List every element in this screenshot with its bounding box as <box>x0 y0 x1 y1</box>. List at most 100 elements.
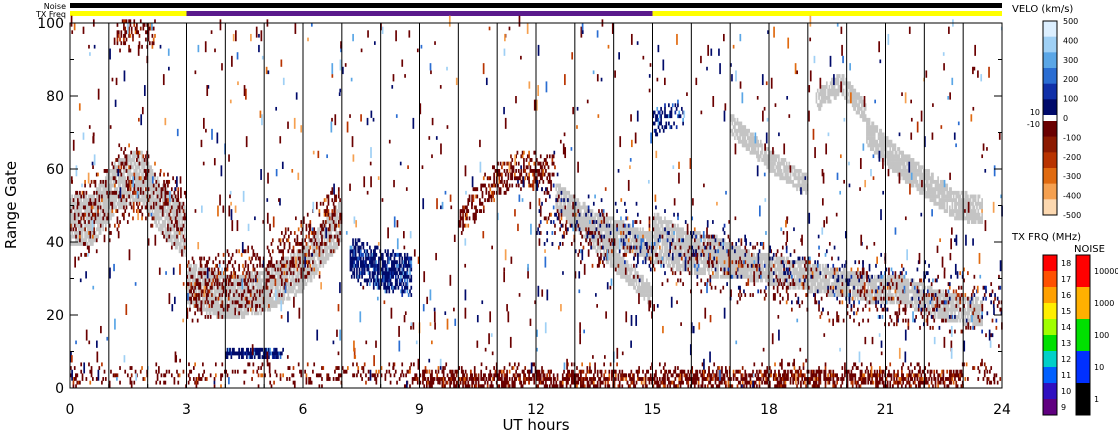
scatter-cell <box>653 216 656 221</box>
scatter-cell <box>141 194 143 199</box>
scatter-cell <box>674 223 677 228</box>
scatter-cell <box>844 278 846 283</box>
scatter-cell <box>765 260 767 265</box>
scatter-cell <box>639 234 642 239</box>
scatter-cell <box>239 289 242 294</box>
scatter-cell <box>869 293 872 297</box>
scatter-cell <box>666 249 669 254</box>
scatter-cell <box>229 300 231 305</box>
scatter-cell <box>655 238 657 243</box>
scatter-cell <box>143 201 146 206</box>
scatter-cell <box>687 252 690 257</box>
scatter-cell <box>261 304 264 308</box>
scatter-cell <box>208 296 211 301</box>
scatter-cell <box>835 271 837 276</box>
scatter-cell <box>586 227 589 232</box>
scatter-cell <box>266 300 269 305</box>
scatter-cell <box>212 293 215 297</box>
scatter-cell <box>106 183 108 188</box>
scatter-cell <box>221 296 224 301</box>
scatter-cell <box>652 242 655 246</box>
scatter-cell <box>85 242 88 246</box>
scatter-cell <box>942 311 945 316</box>
scatter-cell <box>857 285 859 290</box>
scatter-cell <box>561 209 564 213</box>
scatter-cell <box>868 296 871 301</box>
scatter-cell <box>910 300 912 305</box>
scatter-cell <box>189 274 191 279</box>
scatter-cell <box>897 274 899 279</box>
scatter-cell <box>226 315 229 319</box>
scatter-cell <box>724 260 727 265</box>
scatter-cell <box>235 282 238 286</box>
scatter-cell <box>677 227 679 232</box>
scatter-cell <box>129 194 132 199</box>
scatter-cell <box>257 285 260 290</box>
scatter-cell <box>618 252 621 257</box>
scatter-cell <box>143 179 146 184</box>
scatter-cell <box>739 271 741 276</box>
scatter-cell <box>80 220 83 224</box>
scatter-cell <box>564 209 567 213</box>
scatter-cell <box>649 245 652 250</box>
scatter-cell <box>864 274 867 279</box>
scatter-cell <box>829 271 832 276</box>
scatter-cell <box>837 289 840 294</box>
scatter-cell <box>607 227 609 232</box>
scatter-cell <box>893 282 895 286</box>
scatter-cell <box>898 300 901 305</box>
scatter-cell <box>954 304 956 308</box>
scatter-cell <box>296 263 299 268</box>
scatter-cell <box>326 227 328 232</box>
scatter-cell <box>916 300 919 305</box>
scatter-cell <box>266 307 269 312</box>
scatter-cell <box>825 289 828 294</box>
scatter-cell <box>661 245 664 250</box>
scatter-cell <box>234 304 237 308</box>
scatter-cell <box>577 198 580 203</box>
scatter-cell <box>326 216 328 221</box>
scatter-cell <box>714 263 717 268</box>
scatter-cell <box>312 245 314 250</box>
scatter-cell <box>635 227 638 232</box>
scatter-cell <box>559 209 561 213</box>
scatter-cell <box>855 289 858 294</box>
scatter-cell <box>567 205 569 210</box>
scatter-cell <box>565 190 568 195</box>
scatter-cell <box>970 300 973 305</box>
scatter-cell <box>682 242 684 246</box>
scatter-cell <box>648 296 651 301</box>
scatter-cell <box>621 256 624 261</box>
scatter-cell <box>946 304 949 308</box>
scatter-cell <box>671 245 674 250</box>
scatter-cell <box>203 307 206 312</box>
scatter-cell <box>150 172 152 177</box>
scatter-cell <box>882 282 885 286</box>
scatter-cell <box>898 289 901 294</box>
scatter-cell <box>565 209 568 213</box>
scatter-cell <box>236 285 239 290</box>
scatter-cell <box>112 201 115 206</box>
scatter-cell <box>92 198 94 203</box>
scatter-cell <box>655 245 657 250</box>
scatter-cell <box>938 296 941 301</box>
scatter-cell <box>115 169 117 173</box>
scatter-cell <box>611 263 613 268</box>
scatter-cell <box>639 242 642 246</box>
scatter-cell <box>809 285 811 290</box>
scatter-cell <box>669 227 672 232</box>
scatter-cell <box>295 289 297 294</box>
scatter-cell <box>565 216 568 221</box>
scatter-cell <box>165 231 168 235</box>
scatter-cell <box>770 274 772 279</box>
scatter-cell <box>155 216 158 221</box>
scatter-cell <box>753 252 756 257</box>
scatter-cell <box>655 260 657 265</box>
scatter-cell <box>209 274 212 279</box>
scatter-cell <box>763 260 766 265</box>
scatter-cell <box>183 205 186 210</box>
scatter-cell <box>827 282 829 286</box>
scatter-cell <box>974 311 977 316</box>
scatter-cell <box>261 285 264 290</box>
